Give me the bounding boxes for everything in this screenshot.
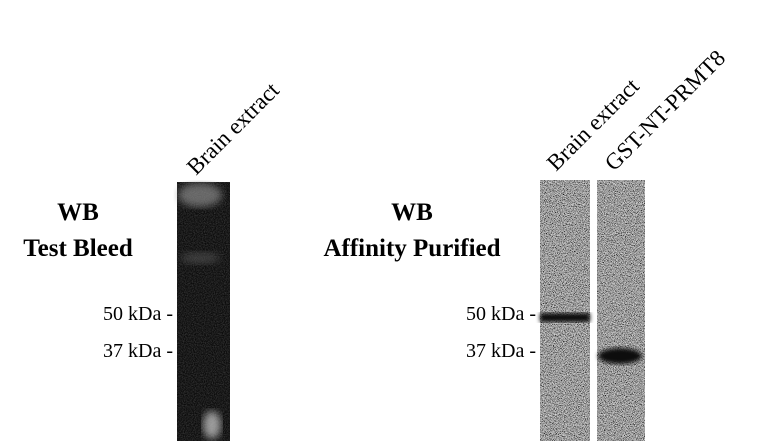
- panel-title: WB: [391, 199, 433, 226]
- panel-test-bleed: WB Test Bleed 50 kDa - 37 kDa - Brain ex…: [23, 77, 284, 441]
- panel-affinity-purified: WB Affinity Purified 50 kDa - 37 kDa - B…: [323, 45, 730, 441]
- blot-lane: [177, 182, 230, 441]
- lane-label: Brain extract: [182, 77, 285, 180]
- panel-title: WB: [57, 199, 99, 226]
- marker-label: 37 kDa -: [103, 340, 173, 362]
- marker-label: 50 kDa -: [103, 303, 173, 325]
- figure: WB Test Bleed 50 kDa - 37 kDa - Brain ex…: [0, 0, 772, 441]
- marker-label: 37 kDa -: [466, 340, 536, 362]
- panel-subtitle: Test Bleed: [23, 235, 133, 262]
- blot-lane: [597, 180, 645, 441]
- marker-label: 50 kDa -: [466, 303, 536, 325]
- panel-subtitle: Affinity Purified: [323, 235, 500, 262]
- blot-lane: [540, 180, 590, 441]
